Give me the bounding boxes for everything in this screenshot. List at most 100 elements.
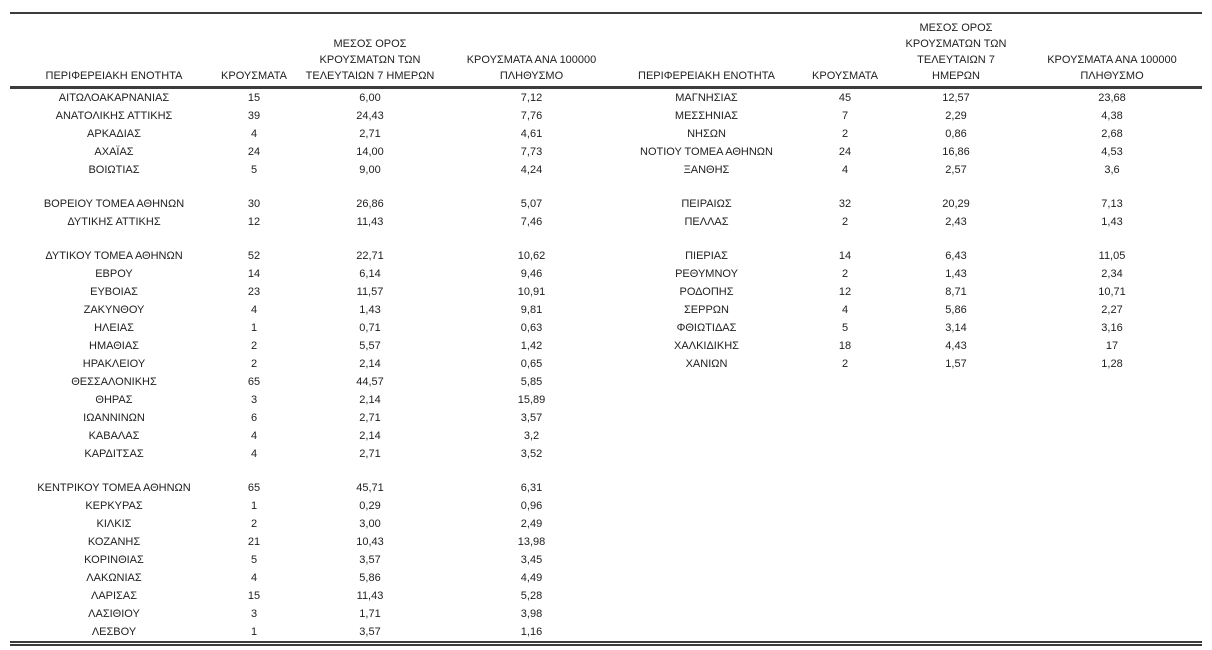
right-cases-cell: 32 bbox=[838, 198, 852, 210]
right-cases-cell: 45 bbox=[838, 92, 852, 104]
left-avg-7day-cell: 44,57 bbox=[356, 376, 384, 388]
right-avg-7day-cell: 12,57 bbox=[942, 92, 970, 104]
left-cases-cell: 4 bbox=[250, 128, 258, 140]
right-region-cell: ΣΕΡΡΩΝ bbox=[684, 304, 729, 316]
right-avg-7day-cell bbox=[890, 515, 1022, 533]
left-avg-7day-cell: 5,57 bbox=[359, 340, 381, 352]
table-body: ΑΙΤΩΛΟΑΚΑΡΝΑΝΙΑΣ 15 6,00 7,12 ΜΑΓΝΗΣΙΑΣ 45 12,… bbox=[10, 88, 1202, 644]
right-avg-7day-cell: 6,43 bbox=[945, 250, 967, 262]
left-avg-7day-cell: 9,00 bbox=[359, 164, 381, 176]
left-per-100k-cell: 13,98 bbox=[517, 536, 546, 548]
left-region-cell: ΗΜΑΘΙΑΣ bbox=[89, 340, 139, 352]
left-region-cell: ΗΡΑΚΛΕΙΟΥ bbox=[82, 358, 146, 370]
left-per-100k-cell: 0,96 bbox=[520, 500, 543, 512]
right-per-100k-cell bbox=[1022, 427, 1202, 445]
right-per-100k-cell bbox=[1022, 373, 1202, 391]
left-region-cell: ΔΥΤΙΚΟΥ ΤΟΜΕΑ ΑΘΗΝΩΝ bbox=[45, 250, 183, 262]
table-row: ΑΡΚΑΔΙΑΣ 4 2,71 4,61 ΝΗΣΩΝ 2 0,86 2,68 bbox=[10, 125, 1202, 143]
left-per-100k-cell: 9,81 bbox=[520, 304, 543, 316]
right-per-100k-cell: 1,28 bbox=[1101, 358, 1123, 370]
left-avg-7day-cell: 2,71 bbox=[359, 448, 381, 460]
right-avg-7day-cell: 2,29 bbox=[945, 110, 967, 122]
right-cases-cell: 4 bbox=[841, 304, 849, 316]
left-region-cell: ΑΧΑΪΑΣ bbox=[94, 146, 134, 158]
right-region-cell: ΧΑΝΙΩΝ bbox=[685, 358, 728, 370]
left-region-cell: ΑΙΤΩΛΟΑΚΑΡΝΑΝΙΑΣ bbox=[58, 92, 170, 104]
left-cases-cell: 4 bbox=[250, 430, 258, 442]
left-region-cell: ΒΟΡΕΙΟΥ ΤΟΜΕΑ ΑΘΗΝΩΝ bbox=[43, 198, 185, 210]
left-cases-cell: 5 bbox=[250, 554, 258, 566]
table-row: ΚΕΝΤΡΙΚΟΥ ΤΟΜΕΑ ΑΘΗΝΩΝ 65 45,71 6,31 bbox=[10, 479, 1202, 497]
left-per-100k-cell: 7,46 bbox=[520, 216, 543, 228]
right-per-100k-cell bbox=[1022, 445, 1202, 463]
left-per-100k-cell: 3,98 bbox=[520, 608, 543, 620]
right-per-100k-cell bbox=[1022, 605, 1202, 623]
right-region-cell: ΡΕΘΥΜΝΟΥ bbox=[675, 268, 738, 280]
spacer-row bbox=[10, 231, 1202, 247]
right-region-cell: ΝΗΣΩΝ bbox=[687, 128, 726, 140]
left-per-100k-cell: 4,61 bbox=[520, 128, 543, 140]
right-avg-7day-cell bbox=[890, 623, 1022, 644]
right-avg-7day-cell bbox=[890, 391, 1022, 409]
left-cases-cell: 3 bbox=[250, 608, 258, 620]
left-region-cell: ΙΩΑΝΝΙΝΩΝ bbox=[83, 412, 145, 424]
right-cases-cell: 12 bbox=[838, 286, 852, 298]
table-row: ΔΥΤΙΚΟΥ ΤΟΜΕΑ ΑΘΗΝΩΝ 52 22,71 10,62 ΠΙΕΡΙΑΣ 1… bbox=[10, 247, 1202, 265]
left-region-cell: ΚΑΡΔΙΤΣΑΣ bbox=[84, 448, 144, 460]
left-avg-7day-cell: 10,43 bbox=[356, 536, 384, 548]
right-region-cell bbox=[613, 391, 800, 409]
right-per-100k-cell: 23,68 bbox=[1098, 92, 1126, 104]
right-cases-cell bbox=[800, 497, 890, 515]
left-avg-7day-cell: 0,71 bbox=[359, 322, 381, 334]
right-region-cell: ΝΟΤΙΟΥ ΤΟΜΕΑ ΑΘΗΝΩΝ bbox=[640, 146, 773, 158]
right-cases-cell bbox=[800, 605, 890, 623]
left-region-cell: ΛΑΣΙΘΙΟΥ bbox=[88, 608, 140, 620]
right-avg-7day-cell bbox=[890, 373, 1022, 391]
right-cases-cell: 2 bbox=[841, 216, 849, 228]
right-cases-cell bbox=[800, 427, 890, 445]
right-per-100k-cell: 2,34 bbox=[1101, 268, 1123, 280]
right-region-cell: ΠΕΛΛΑΣ bbox=[684, 216, 729, 228]
left-cases-cell: 14 bbox=[247, 268, 261, 280]
right-per-100k-cell bbox=[1022, 391, 1202, 409]
right-avg-7day-cell: 1,43 bbox=[945, 268, 967, 280]
left-avg-7day-cell: 22,71 bbox=[356, 250, 384, 262]
left-region-cell: ΛΑΚΩΝΙΑΣ bbox=[86, 572, 142, 584]
left-avg-7day-cell: 24,43 bbox=[356, 110, 384, 122]
right-avg-7day-cell bbox=[890, 587, 1022, 605]
left-region-cell: ΚΟΡΙΝΘΙΑΣ bbox=[84, 554, 144, 566]
left-cases-cell: 2 bbox=[250, 358, 258, 370]
left-per-100k-cell: 3,45 bbox=[520, 554, 543, 566]
right-per-100k-cell: 4,38 bbox=[1101, 110, 1123, 122]
right-per-100k-cell: 3,6 bbox=[1104, 164, 1120, 176]
right-avg-7day-cell: 3,14 bbox=[945, 322, 967, 334]
left-cases-cell: 12 bbox=[247, 216, 261, 228]
right-region-cell bbox=[613, 605, 800, 623]
right-avg-7day-cell bbox=[890, 551, 1022, 569]
right-per-100k-cell: 17 bbox=[1105, 340, 1119, 352]
right-region-cell: ΠΕΙΡΑΙΩΣ bbox=[681, 198, 732, 210]
left-region-cell: ΘΗΡΑΣ bbox=[95, 394, 133, 406]
header-left-cases: ΚΡΟΥΣΜΑΤΑ bbox=[218, 13, 290, 89]
right-cases-cell bbox=[800, 551, 890, 569]
right-cases-cell: 18 bbox=[838, 340, 852, 352]
right-avg-7day-cell: 8,71 bbox=[945, 286, 967, 298]
table-row: ΚΕΡΚΥΡΑΣ 1 0,29 0,96 bbox=[10, 497, 1202, 515]
right-avg-7day-cell bbox=[890, 427, 1022, 445]
table-row: ΛΕΣΒΟΥ 1 3,57 1,16 bbox=[10, 623, 1202, 644]
left-cases-cell: 3 bbox=[250, 394, 258, 406]
left-cases-cell: 1 bbox=[250, 626, 258, 638]
left-region-cell: ΑΡΚΑΔΙΑΣ bbox=[87, 128, 141, 140]
left-avg-7day-cell: 2,71 bbox=[359, 128, 381, 140]
right-avg-7day-cell: 2,43 bbox=[945, 216, 967, 228]
left-cases-cell: 4 bbox=[250, 572, 258, 584]
spacer-cell bbox=[10, 231, 1202, 247]
right-region-cell: ΡΟΔΟΠΗΣ bbox=[679, 286, 734, 298]
right-avg-7day-cell bbox=[890, 409, 1022, 427]
right-per-100k-cell: 4,53 bbox=[1101, 146, 1123, 158]
left-region-cell: ΕΥΒΟΙΑΣ bbox=[90, 286, 138, 298]
right-region-cell: ΠΙΕΡΙΑΣ bbox=[685, 250, 728, 262]
right-cases-cell bbox=[800, 533, 890, 551]
header-left-region: ΠΕΡΙΦΕΡΕΙΑΚΗ ΕΝΟΤΗΤΑ bbox=[10, 13, 218, 89]
left-per-100k-cell: 7,73 bbox=[520, 146, 543, 158]
